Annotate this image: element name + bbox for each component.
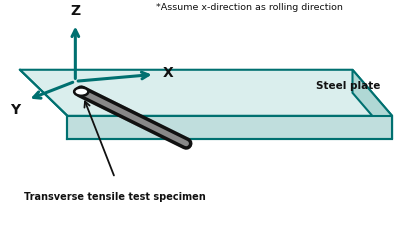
Text: Steel plate: Steel plate [316, 81, 380, 91]
Polygon shape [352, 70, 392, 139]
Text: Y: Y [10, 103, 20, 117]
Text: X: X [162, 66, 173, 80]
Circle shape [74, 88, 88, 96]
Text: Z: Z [70, 4, 80, 18]
Text: Transverse tensile test specimen: Transverse tensile test specimen [24, 192, 206, 202]
Polygon shape [68, 116, 392, 139]
Text: *Assume x-direction as rolling direction: *Assume x-direction as rolling direction [156, 3, 343, 12]
Polygon shape [20, 70, 392, 116]
